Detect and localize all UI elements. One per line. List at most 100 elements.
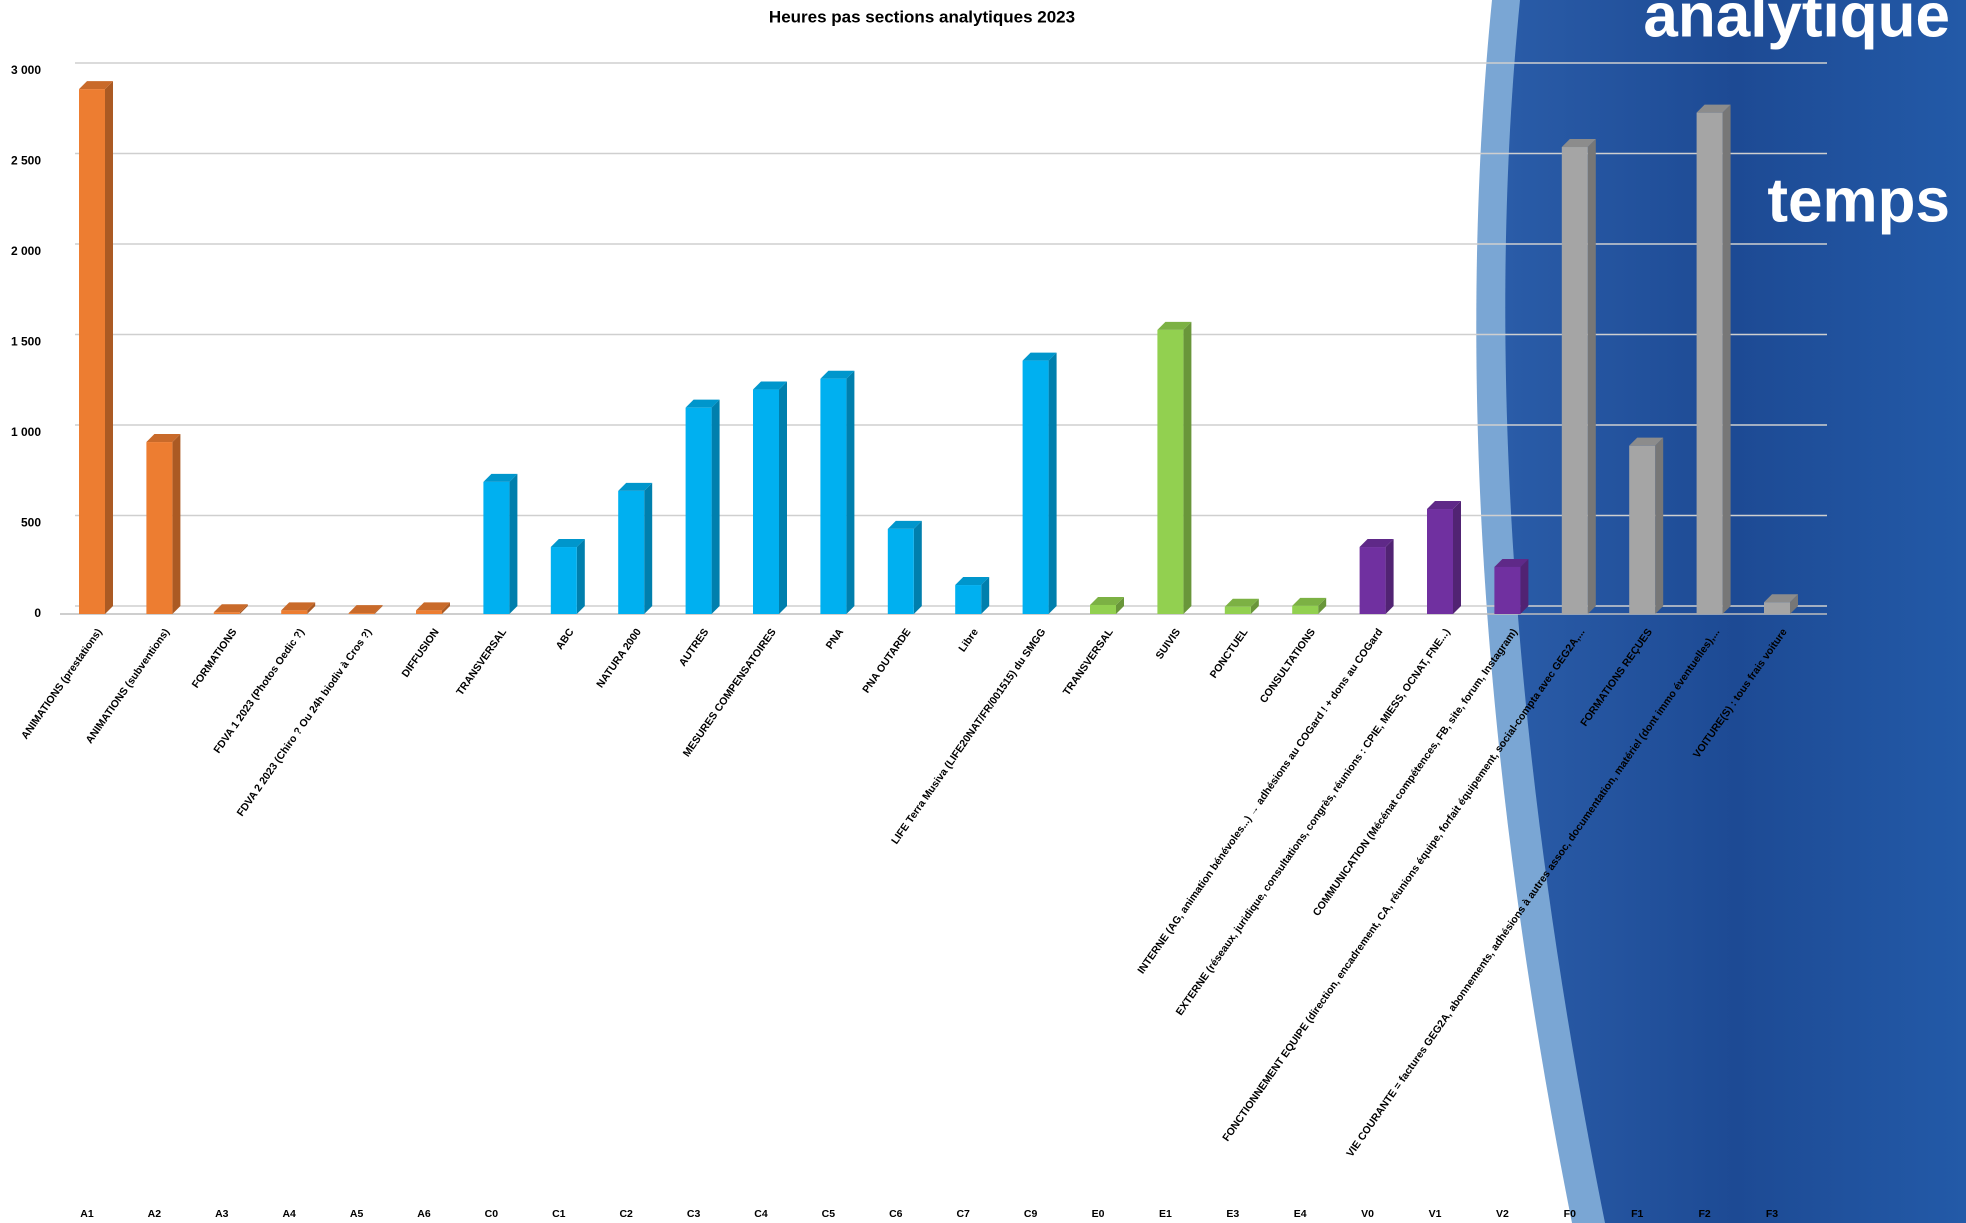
x-code-label: A2	[148, 1208, 162, 1220]
x-tick-label: SUIVIS	[1154, 626, 1184, 661]
background-text: temps	[1767, 166, 1950, 235]
bar	[1090, 604, 1116, 614]
bar-side	[576, 539, 585, 614]
bar	[1292, 605, 1319, 614]
bar	[281, 610, 308, 614]
bar-side	[1318, 597, 1327, 614]
bar-top	[955, 577, 990, 586]
x-tick-label: INTERNE (AG, animation bénévoles...) → a…	[1135, 626, 1385, 976]
bar-top	[348, 605, 383, 614]
bar	[685, 407, 712, 614]
bar-side	[913, 520, 922, 614]
x-code-label: C0	[485, 1208, 499, 1220]
bar-top	[1022, 352, 1057, 361]
x-code-label: A6	[417, 1208, 431, 1220]
x-code-label: V2	[1496, 1208, 1509, 1220]
bar	[1022, 360, 1049, 614]
bar-top	[1359, 539, 1394, 548]
x-tick-label: FDVA 2 2023 (Chiro ? Ou 24h biodiv à Cro…	[235, 626, 375, 818]
bar-side	[172, 434, 181, 614]
x-code-label: C9	[1024, 1208, 1038, 1220]
bar-top	[483, 473, 518, 482]
x-code-label: F2	[1698, 1208, 1710, 1220]
x-code-label: V0	[1361, 1208, 1374, 1220]
x-tick-label: PNA	[824, 626, 847, 651]
bar-top	[1090, 596, 1124, 605]
bar	[550, 547, 577, 614]
bar	[483, 481, 510, 614]
bar	[1359, 547, 1386, 614]
bar-side	[1453, 501, 1461, 614]
bar-top	[1292, 597, 1327, 606]
x-tick-label: TRANSVERSAL	[1061, 626, 1116, 698]
x-code-label: E0	[1092, 1208, 1105, 1220]
x-code-label: F1	[1631, 1208, 1643, 1220]
x-code-label: C5	[822, 1208, 836, 1220]
x-code-label: C6	[889, 1208, 903, 1220]
bar	[348, 613, 375, 614]
bar-top	[416, 602, 450, 611]
y-tick-label: 0	[34, 606, 41, 620]
x-tick-label: ABC	[554, 626, 577, 652]
x-code-label: E3	[1226, 1208, 1239, 1220]
y-tick-label: 500	[21, 516, 41, 530]
bar-top	[1427, 501, 1461, 510]
bar-side	[307, 602, 316, 614]
bar	[1696, 112, 1723, 614]
bar-top	[550, 539, 585, 548]
bar-top	[887, 520, 922, 529]
x-code-label: A4	[282, 1208, 296, 1220]
bar-side	[711, 399, 720, 614]
x-tick-label: DIFFUSION	[399, 626, 441, 679]
x-tick-label: ANIMATIONS (prestations)	[19, 626, 105, 741]
x-code-label: C2	[619, 1208, 633, 1220]
x-tick-label: CONSULTATIONS	[1258, 626, 1318, 705]
bar-side	[1385, 539, 1394, 614]
x-code-label: E1	[1159, 1208, 1172, 1220]
bar-top	[618, 482, 653, 491]
bar	[753, 389, 779, 614]
bar-side	[1722, 104, 1731, 614]
bar	[1629, 445, 1656, 614]
bar-side	[1116, 596, 1124, 614]
bar-side	[105, 81, 113, 615]
bar	[820, 378, 847, 614]
bar-side	[981, 577, 990, 614]
bar	[1494, 566, 1521, 614]
y-tick-label: 2 500	[11, 154, 41, 168]
bar	[416, 610, 442, 614]
bar-side	[1250, 598, 1259, 614]
bar-side	[1520, 558, 1529, 614]
bar	[955, 585, 982, 614]
bar	[1561, 147, 1588, 614]
bar-side	[374, 605, 383, 614]
bar	[1427, 509, 1453, 614]
x-tick-label: EXTERNE (réseaux, juridique, consultatio…	[1174, 626, 1453, 1017]
y-tick-label: 1 500	[11, 335, 41, 349]
x-code-label: C4	[754, 1208, 768, 1220]
x-code-label: F3	[1766, 1208, 1778, 1220]
bar	[1764, 602, 1790, 614]
bar-top	[820, 370, 855, 379]
x-tick-label: FORMATIONS	[190, 626, 240, 690]
bar	[1157, 329, 1184, 614]
bar-side	[1048, 352, 1057, 614]
bar-side	[509, 473, 518, 614]
background-text: analytique	[1643, 0, 1950, 50]
bar-top	[213, 604, 248, 613]
bar-top	[753, 381, 787, 390]
bar	[1224, 606, 1251, 614]
bar	[618, 490, 645, 614]
bar-top	[281, 602, 316, 611]
x-code-label: C3	[687, 1208, 701, 1220]
x-code-label: F0	[1564, 1208, 1576, 1220]
bar-top	[1696, 104, 1731, 113]
x-code-label: C7	[956, 1208, 970, 1220]
bar-top	[1494, 558, 1529, 567]
x-code-label: E4	[1294, 1208, 1307, 1220]
bar-side	[1790, 594, 1798, 614]
bar-top	[79, 81, 113, 90]
bar-top	[1561, 139, 1596, 148]
bar-side	[846, 370, 855, 614]
